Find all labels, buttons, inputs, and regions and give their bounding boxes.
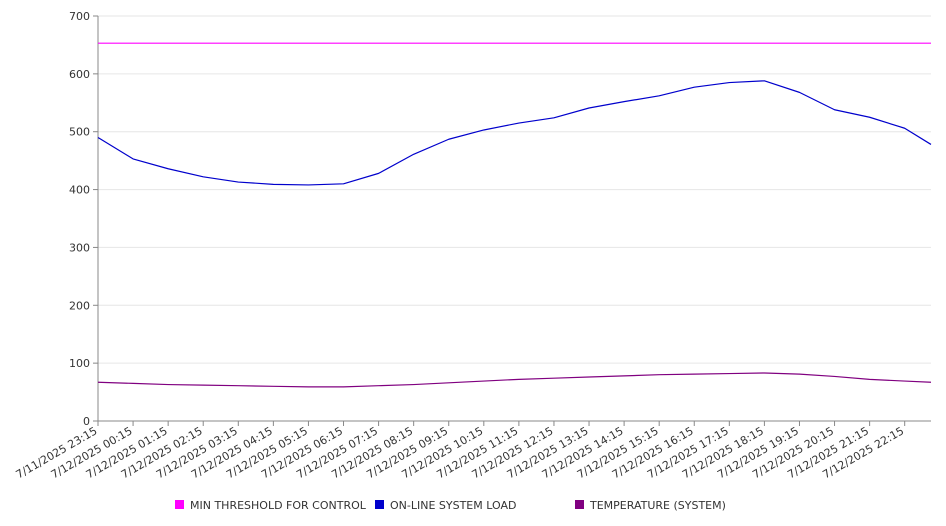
axes (93, 15, 931, 426)
y-tick-label: 300 (69, 241, 90, 254)
y-tick-label: 200 (69, 299, 90, 312)
y-tick-label: 500 (69, 126, 90, 139)
legend-label-2: ON-LINE SYSTEM LOAD (390, 499, 516, 512)
series-lines (97, 42, 932, 388)
legend-label-1: MIN THRESHOLD FOR CONTROL (190, 499, 367, 512)
legend-swatch-3 (575, 500, 584, 509)
legend-swatch-1 (175, 500, 184, 509)
legend-swatch-2 (375, 500, 384, 509)
grid-lines (98, 15, 931, 364)
y-tick-label: 600 (69, 68, 90, 81)
y-tick-labels: 0 100 200 300 400 500 600 700 (69, 10, 90, 428)
legend-label-3: TEMPERATURE (SYSTEM) (589, 499, 726, 512)
y-tick-label: 400 (69, 184, 90, 197)
y-tick-label: 100 (69, 357, 90, 370)
x-tick-labels: 7/11/2025 23:157/12/2025 00:157/12/2025 … (14, 424, 907, 481)
y-tick-label: 700 (69, 10, 90, 23)
y-tick-label: 0 (83, 415, 90, 428)
legend: MIN THRESHOLD FOR CONTROL ON-LINE SYSTEM … (175, 499, 726, 512)
series-line-2 (97, 80, 932, 186)
series-line-3 (97, 372, 932, 388)
